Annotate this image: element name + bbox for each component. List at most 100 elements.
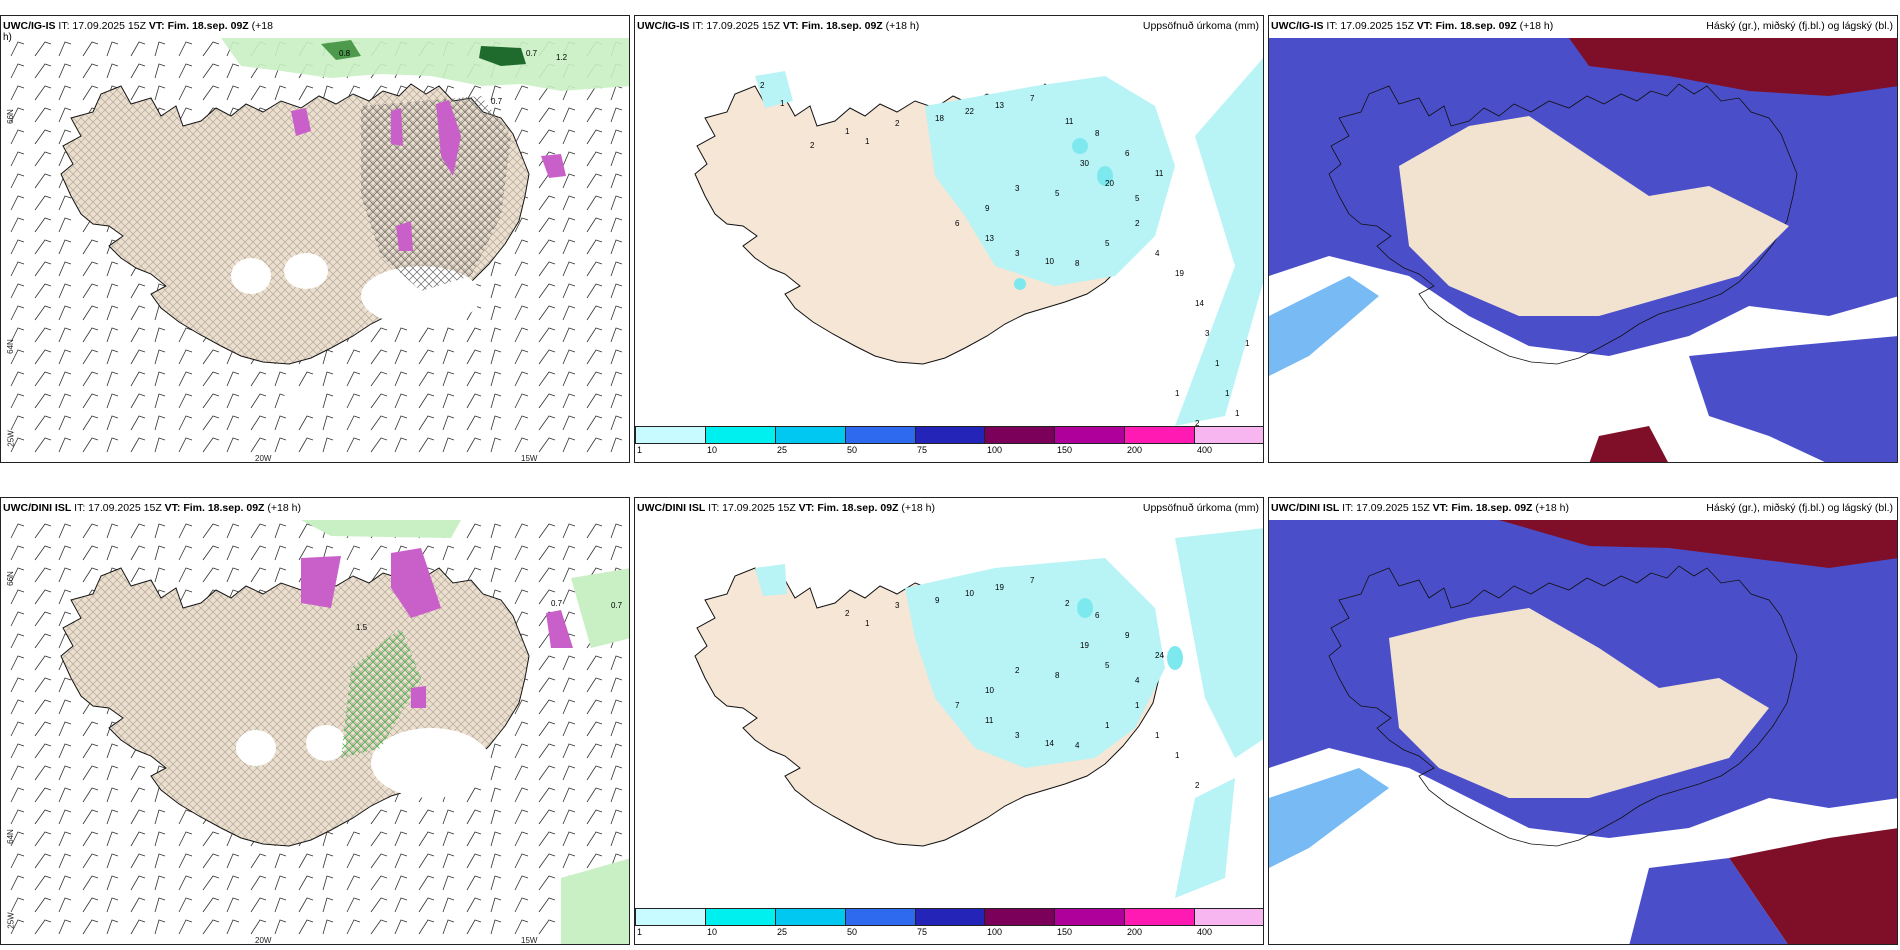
wind-barb bbox=[178, 919, 193, 935]
wind-barb bbox=[298, 875, 314, 891]
precip-value: 7 bbox=[955, 701, 960, 710]
wind-barb bbox=[538, 743, 556, 759]
precip-value: 24 bbox=[1155, 651, 1164, 660]
wind-barb bbox=[226, 875, 240, 891]
colorbar-tick: 10 bbox=[707, 927, 718, 937]
colorbar-swatch bbox=[775, 427, 846, 443]
wind-barb bbox=[514, 523, 529, 539]
wind-barb bbox=[562, 283, 576, 299]
wind-barb bbox=[442, 919, 455, 935]
wind-barb bbox=[10, 523, 25, 539]
precip-value: 2 bbox=[1065, 599, 1070, 608]
precip-value: 1 bbox=[1245, 339, 1250, 348]
precip-value: 1 bbox=[845, 127, 850, 136]
wind-barb bbox=[394, 393, 408, 409]
wind-barb bbox=[10, 107, 25, 123]
wind-barb bbox=[10, 151, 25, 167]
wind-barb bbox=[34, 523, 52, 539]
wind-barb bbox=[154, 437, 166, 453]
colorbar-tick: 400 bbox=[1197, 445, 1213, 455]
wind-barb bbox=[154, 85, 166, 101]
wind-barb bbox=[586, 217, 603, 233]
svg-text:0.7: 0.7 bbox=[611, 601, 623, 610]
wind-barb bbox=[34, 305, 52, 321]
wind-barb bbox=[82, 875, 99, 891]
wind-barb bbox=[106, 809, 119, 825]
wind-barb bbox=[514, 831, 529, 847]
precip-value: 3 bbox=[1015, 731, 1020, 740]
wind-barb bbox=[538, 567, 556, 583]
wind-barb bbox=[34, 217, 52, 233]
wind-barb bbox=[226, 371, 240, 387]
wind-barb bbox=[346, 853, 361, 869]
wind-barb bbox=[370, 897, 388, 913]
wind-barb bbox=[610, 349, 623, 365]
wind-barb bbox=[202, 415, 220, 431]
colorbar-swatch bbox=[636, 427, 706, 443]
wind-barb bbox=[130, 305, 146, 321]
wind-barb bbox=[322, 85, 334, 101]
wind-barb bbox=[178, 523, 193, 539]
colorbar-swatch bbox=[1055, 909, 1126, 925]
wind-barb bbox=[466, 787, 482, 803]
wind-barb bbox=[562, 809, 576, 825]
precip-value: 6 bbox=[955, 219, 960, 228]
wind-barb bbox=[58, 523, 72, 539]
colorbar-tick: 200 bbox=[1127, 445, 1143, 455]
wind-barb bbox=[610, 261, 623, 277]
wind-barb bbox=[82, 371, 99, 387]
wind-barb bbox=[490, 787, 502, 803]
wind-barb bbox=[466, 415, 482, 431]
colorbar-swatch bbox=[705, 909, 776, 925]
wind-barb bbox=[154, 393, 166, 409]
wind-barb bbox=[178, 349, 193, 365]
cloud-map bbox=[1269, 520, 1897, 944]
wind-barb bbox=[10, 63, 25, 79]
wind-barb bbox=[178, 371, 193, 387]
wind-barb bbox=[82, 283, 99, 299]
wind-barb bbox=[34, 721, 52, 737]
precip-value: 5 bbox=[1135, 194, 1140, 203]
wind-barb bbox=[370, 545, 388, 561]
wind-barb bbox=[130, 919, 146, 935]
wind-barb bbox=[586, 151, 603, 167]
wind-barb bbox=[34, 787, 52, 803]
wind-barb bbox=[586, 545, 603, 561]
wind-barb bbox=[514, 129, 529, 145]
precip-value: 11 bbox=[985, 716, 994, 725]
precip-value: 6 bbox=[1095, 611, 1100, 620]
wind-barb bbox=[418, 853, 435, 869]
wind-barb bbox=[130, 875, 146, 891]
wind-barb bbox=[202, 831, 220, 847]
precip-value: 19 bbox=[995, 583, 1004, 592]
wind-barb bbox=[514, 699, 529, 715]
wind-barb bbox=[250, 853, 267, 869]
precip-value: 10 bbox=[965, 589, 974, 598]
wind-barb bbox=[178, 41, 193, 57]
panel-row1-wind: UWC/IG-IS IT: 17.09.2025 15Z VT: Fim. 18… bbox=[0, 15, 630, 463]
wind-barb bbox=[226, 545, 240, 561]
wind-barb bbox=[370, 327, 388, 343]
precip-value: 6 bbox=[1125, 149, 1130, 158]
wind-barb bbox=[514, 721, 529, 737]
wind-barb bbox=[538, 721, 556, 737]
wind-barb bbox=[610, 655, 623, 671]
wind-barb bbox=[58, 897, 72, 913]
wind-barb bbox=[490, 393, 502, 409]
colorbar-swatch bbox=[845, 427, 916, 443]
wind-barb bbox=[418, 437, 435, 453]
wind-barb bbox=[250, 567, 267, 583]
wind-barb bbox=[58, 677, 72, 693]
wind-barb bbox=[466, 393, 482, 409]
precip-value: 2 bbox=[1195, 781, 1200, 790]
precip-value: 1 bbox=[865, 619, 870, 628]
wind-barb bbox=[586, 305, 603, 321]
wind-barb bbox=[10, 831, 25, 847]
svg-text:0.7: 0.7 bbox=[551, 599, 563, 608]
colorbar-tick: 50 bbox=[847, 927, 858, 937]
svg-text:0.7: 0.7 bbox=[491, 97, 503, 106]
wind-barb bbox=[538, 327, 556, 343]
wind-barb bbox=[130, 545, 146, 561]
lon-label: 25W bbox=[6, 912, 16, 929]
wind-barb bbox=[490, 545, 502, 561]
